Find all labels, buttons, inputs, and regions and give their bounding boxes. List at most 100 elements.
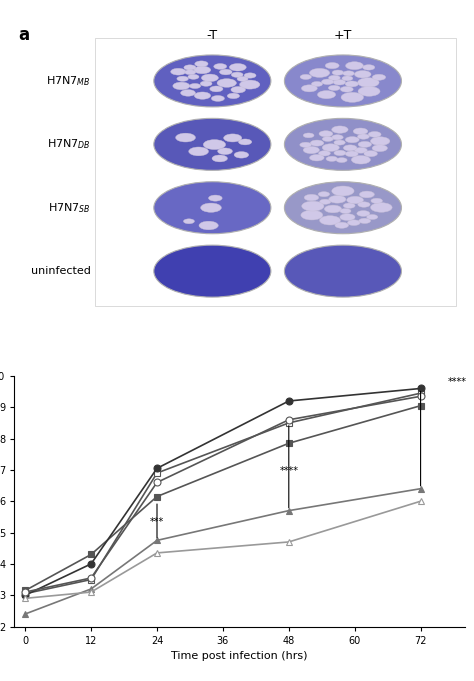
Ellipse shape [322, 137, 333, 142]
Ellipse shape [189, 84, 201, 89]
Text: +T: +T [334, 29, 352, 42]
Ellipse shape [304, 194, 319, 201]
Ellipse shape [217, 79, 237, 87]
Ellipse shape [284, 245, 401, 297]
Ellipse shape [342, 76, 353, 81]
Ellipse shape [368, 131, 381, 137]
Ellipse shape [364, 151, 377, 157]
Ellipse shape [343, 203, 355, 208]
Ellipse shape [341, 93, 364, 102]
Ellipse shape [195, 61, 208, 67]
Ellipse shape [343, 145, 357, 151]
Ellipse shape [310, 155, 324, 161]
Ellipse shape [318, 191, 329, 197]
Ellipse shape [347, 196, 364, 204]
Ellipse shape [239, 80, 260, 89]
Ellipse shape [154, 55, 271, 107]
Ellipse shape [218, 148, 232, 155]
Ellipse shape [325, 63, 339, 69]
Ellipse shape [351, 155, 370, 164]
Ellipse shape [358, 78, 379, 87]
Ellipse shape [201, 203, 221, 212]
Ellipse shape [210, 86, 223, 92]
Ellipse shape [346, 151, 358, 157]
Ellipse shape [200, 81, 212, 86]
Ellipse shape [311, 82, 322, 86]
Ellipse shape [347, 220, 360, 225]
Ellipse shape [302, 201, 324, 211]
Ellipse shape [284, 182, 401, 234]
Ellipse shape [332, 135, 343, 140]
Ellipse shape [358, 202, 370, 207]
Ellipse shape [359, 218, 371, 223]
Text: H7N7$_{DB}$: H7N7$_{DB}$ [47, 138, 91, 151]
Ellipse shape [371, 198, 383, 204]
Ellipse shape [237, 76, 248, 81]
Ellipse shape [194, 92, 210, 99]
Text: a: a [18, 26, 30, 44]
Ellipse shape [332, 70, 344, 75]
Ellipse shape [345, 81, 358, 87]
Ellipse shape [322, 144, 339, 151]
Ellipse shape [336, 158, 347, 163]
Ellipse shape [346, 137, 359, 143]
Ellipse shape [203, 140, 226, 150]
Ellipse shape [372, 145, 387, 152]
Ellipse shape [171, 68, 186, 75]
Ellipse shape [303, 146, 319, 154]
Text: ****: **** [448, 377, 467, 387]
Ellipse shape [328, 76, 340, 80]
Ellipse shape [194, 66, 211, 74]
Ellipse shape [324, 205, 342, 212]
Ellipse shape [284, 55, 401, 107]
Ellipse shape [238, 139, 252, 145]
Ellipse shape [358, 142, 372, 147]
Ellipse shape [359, 191, 374, 197]
Ellipse shape [212, 155, 228, 162]
Ellipse shape [219, 69, 232, 75]
Ellipse shape [211, 95, 225, 101]
Text: ***: *** [150, 517, 164, 526]
Ellipse shape [214, 63, 227, 69]
Ellipse shape [332, 186, 354, 196]
Ellipse shape [371, 137, 390, 145]
Ellipse shape [326, 156, 337, 161]
Ellipse shape [357, 134, 369, 139]
Ellipse shape [189, 147, 209, 156]
Ellipse shape [319, 200, 331, 204]
Ellipse shape [173, 82, 190, 90]
Ellipse shape [185, 69, 196, 75]
Ellipse shape [284, 118, 401, 170]
Ellipse shape [355, 71, 371, 78]
Ellipse shape [181, 90, 195, 96]
Ellipse shape [231, 86, 246, 93]
Ellipse shape [357, 210, 370, 217]
Ellipse shape [372, 74, 386, 80]
Ellipse shape [300, 74, 311, 80]
Ellipse shape [335, 222, 348, 228]
Ellipse shape [199, 221, 218, 229]
Ellipse shape [301, 85, 317, 92]
Ellipse shape [234, 152, 249, 158]
Ellipse shape [332, 126, 348, 133]
Ellipse shape [321, 79, 334, 84]
Ellipse shape [209, 195, 222, 201]
Ellipse shape [183, 219, 194, 224]
Ellipse shape [154, 182, 271, 234]
Text: -T: -T [207, 29, 218, 42]
Text: uninfected: uninfected [31, 266, 91, 276]
Ellipse shape [154, 245, 271, 297]
Text: ****: **** [279, 466, 298, 477]
Ellipse shape [154, 118, 271, 170]
Ellipse shape [229, 63, 246, 71]
Ellipse shape [319, 131, 333, 137]
Ellipse shape [303, 133, 314, 138]
X-axis label: Time post infection (hrs): Time post infection (hrs) [171, 651, 308, 661]
Ellipse shape [184, 65, 196, 70]
Ellipse shape [301, 210, 323, 220]
Ellipse shape [329, 195, 346, 203]
Ellipse shape [343, 71, 355, 76]
Ellipse shape [227, 93, 239, 99]
Ellipse shape [340, 214, 355, 221]
Ellipse shape [300, 142, 311, 147]
